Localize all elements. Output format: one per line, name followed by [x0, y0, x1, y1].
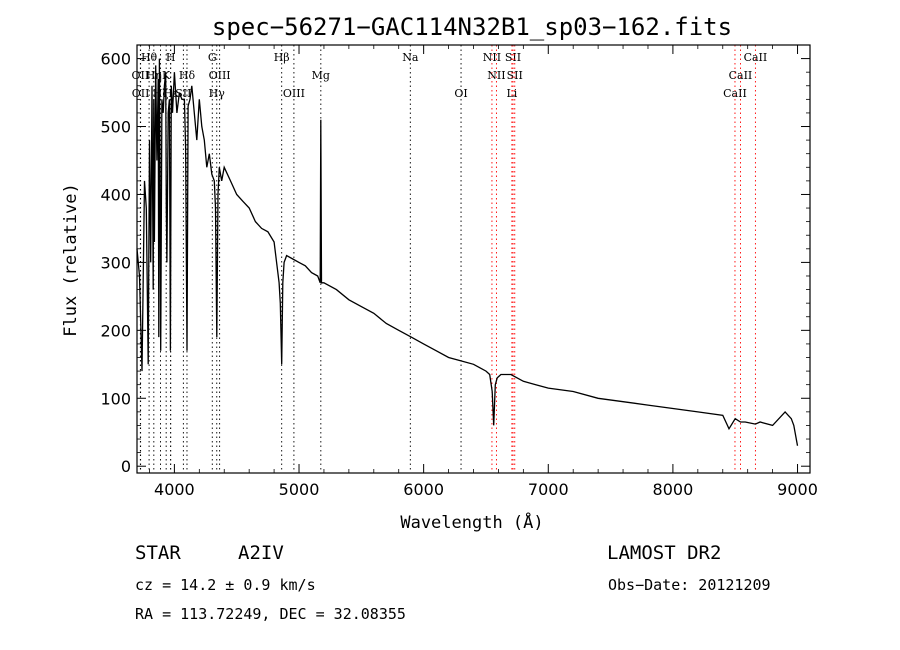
line-marker-label-23: OI — [454, 87, 467, 100]
x-tick-label-6000: 6000 — [403, 480, 444, 499]
x-tick-label-9000: 9000 — [777, 480, 818, 499]
line-marker-label-9: Hη — [146, 69, 162, 82]
line-marker-label-8: OII — [132, 69, 150, 82]
line-marker-label-20: SII — [175, 87, 191, 100]
plot-frame — [136, 44, 811, 474]
spectrum-line — [136, 58, 799, 446]
line-marker-label-5: NII — [483, 51, 501, 64]
line-marker-label-6: SII — [505, 51, 521, 64]
line-marker-label-4: Na — [402, 51, 419, 64]
line-marker-label-7: CaII — [744, 51, 768, 64]
x-axis-ticks: 4000 5000 6000 7000 8000 9000 — [149, 45, 818, 499]
line-marker-label-16: CaII — [729, 69, 753, 82]
chart-title: spec−56271−GAC114N32B1_sp03−162.fits — [212, 13, 732, 41]
line-marker-label-13: Mg — [312, 69, 330, 82]
line-marker-label-0: Hθ — [141, 51, 158, 64]
line-marker-label-24: Li — [506, 87, 517, 100]
x-tick-label-7000: 7000 — [528, 480, 569, 499]
line-marker-label-3: Hβ — [274, 51, 290, 64]
line-marker-label-11: Hδ — [179, 69, 196, 82]
survey-name: LAMOST DR2 — [607, 542, 722, 564]
object-subclass: A2IV — [238, 542, 284, 564]
line-marker-label-14: NII — [487, 69, 505, 82]
line-marker-label-1: H — [166, 51, 176, 64]
x-tick-label-5000: 5000 — [279, 480, 320, 499]
line-marker-label-2: G — [208, 51, 217, 64]
line-marker-label-12: OIII — [209, 69, 231, 82]
y-tick-label-400: 400 — [100, 185, 131, 204]
x-tick-label-4000: 4000 — [154, 480, 195, 499]
sky-coordinates: RA = 113.72249, DEC = 32.08355 — [135, 605, 406, 623]
y-tick-label-600: 600 — [100, 50, 131, 69]
y-tick-label-200: 200 — [100, 321, 131, 340]
y-axis-ticks: 0 100 200 300 400 500 600 — [100, 50, 810, 476]
line-marker-label-22: OIII — [283, 87, 305, 100]
x-axis-label: Wavelength (Å) — [400, 511, 543, 533]
redshift-velocity: cz = 14.2 ± 0.9 km/s — [135, 576, 316, 594]
y-tick-label-100: 100 — [100, 389, 131, 408]
y-axis-label: Flux (relative) — [61, 183, 81, 337]
observation-date: Obs−Date: 20121209 — [608, 576, 771, 594]
y-tick-label-500: 500 — [100, 118, 131, 137]
x-tick-label-8000: 8000 — [653, 480, 694, 499]
line-marker-label-15: SII — [507, 69, 523, 82]
object-class: STAR — [135, 542, 181, 564]
y-tick-label-300: 300 — [100, 253, 131, 272]
line-marker-label-25: CaII — [723, 87, 747, 100]
y-tick-label-0: 0 — [121, 457, 131, 476]
line-marker-label-21: Hγ — [209, 87, 226, 100]
line-marker-label-17: OII — [132, 87, 150, 100]
line-marker-label-10: K — [162, 69, 171, 82]
